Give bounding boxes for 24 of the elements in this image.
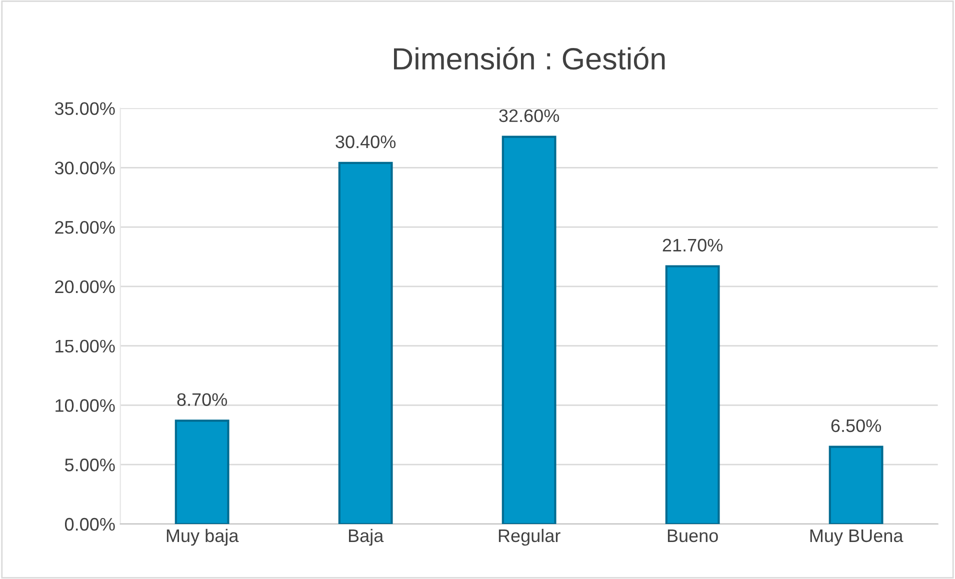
data-label: 21.70% <box>662 238 723 252</box>
bar <box>665 265 720 524</box>
x-tick-label: Muy BUena <box>810 530 904 546</box>
data-label: 32.60% <box>499 109 560 122</box>
y-tick-label: 25.00% <box>55 220 115 234</box>
bar <box>502 136 556 524</box>
x-tick-label: Muy baja <box>166 528 239 546</box>
y-tick-label: 30.00% <box>54 162 115 174</box>
data-label: 6.50% <box>831 419 882 432</box>
x-tick-label: Bueno <box>668 530 718 542</box>
bar <box>828 446 884 524</box>
y-tick-label: 5.00% <box>65 458 115 472</box>
bar <box>338 162 393 524</box>
y-tick-label: 10.00% <box>56 399 115 412</box>
data-label: 8.70% <box>177 393 228 406</box>
y-tick-label: 35.00% <box>54 102 115 115</box>
y-tick-label: 0.00% <box>64 518 115 531</box>
data-label: 30.40% <box>336 135 396 148</box>
x-tick-label: Baja <box>348 528 384 546</box>
y-tick-label: 20.00% <box>55 280 115 294</box>
chart-title: Dimensión : Gestión <box>394 46 665 70</box>
x-tick-label: Regular <box>498 528 560 546</box>
y-tick-label: 15.00% <box>56 340 115 353</box>
bar <box>174 420 230 524</box>
